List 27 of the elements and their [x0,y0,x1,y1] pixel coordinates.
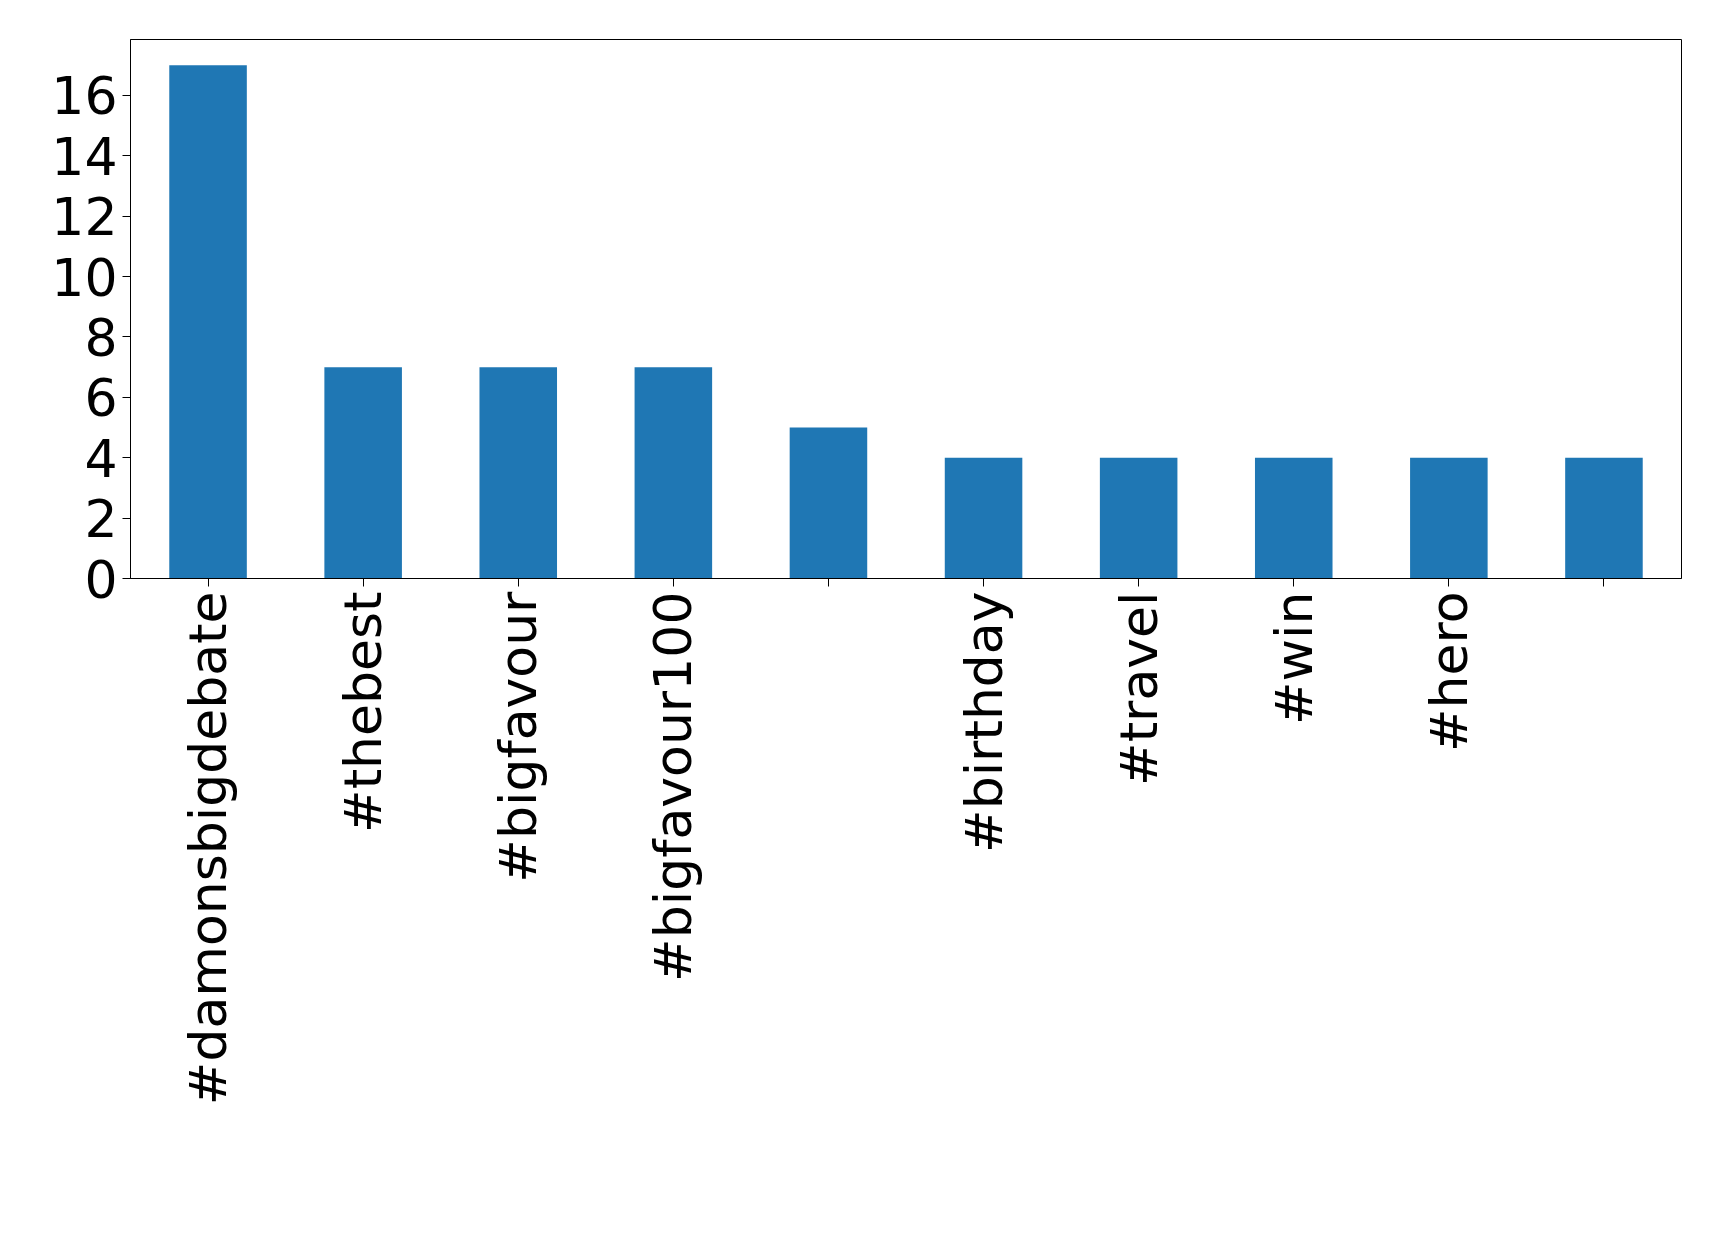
bar [324,367,402,579]
y-tick-label: 8 [84,307,118,368]
x-tick-label: #thebest [333,591,394,833]
bar [1254,457,1333,579]
y-tick-label: 12 [51,187,118,248]
y-tick-label: 16 [51,66,118,127]
bar [634,367,713,579]
x-tick-label: #birthday [953,591,1014,853]
x-tick-label: #hero [1418,591,1479,753]
bar [479,367,558,579]
bar [944,457,1023,579]
bar [1099,457,1178,579]
x-tick-label: #damonsbigdebate [178,591,239,1106]
bar [169,65,247,579]
x-tick-label: #bigfavour100 [643,591,704,982]
y-tick-label: 6 [84,368,118,429]
bar [789,427,868,579]
bar [1410,457,1488,579]
y-tick-label: 2 [84,489,118,550]
y-tick-label: 0 [84,549,118,610]
x-tick-label: #travel [1108,591,1169,786]
x-tick-label: #bigfavour [488,590,549,883]
y-tick-label: 14 [51,126,118,187]
y-tick-label: 4 [84,428,118,489]
x-tick-label: #win [1263,591,1324,725]
y-tick-label: 10 [51,247,118,308]
bar [1565,457,1643,579]
